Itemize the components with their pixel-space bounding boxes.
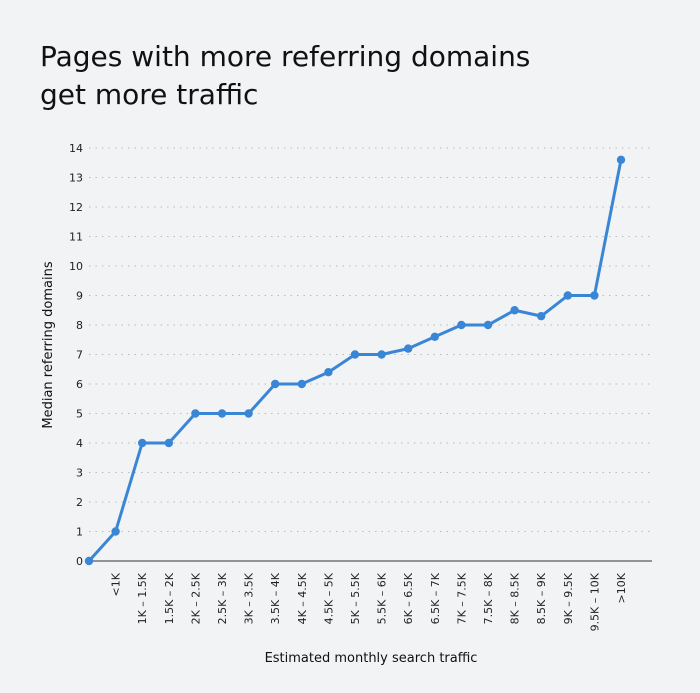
x-tick-label: <1K <box>110 572 123 596</box>
data-points <box>84 155 626 566</box>
y-tick-label: 14 <box>69 142 83 155</box>
y-tick-label: 5 <box>76 408 83 421</box>
data-point <box>404 344 413 353</box>
x-tick-label: 3.5K – 4K <box>269 572 282 624</box>
y-tick-label: 9 <box>76 290 83 303</box>
data-point <box>84 556 94 566</box>
y-tick-label: 11 <box>69 231 83 244</box>
x-tick-label: 1K – 1.5K <box>136 572 149 624</box>
data-point <box>164 438 173 448</box>
data-point <box>510 306 519 315</box>
x-axis-label: Estimated monthly search traffic <box>265 651 478 666</box>
data-point <box>138 438 147 448</box>
x-tick-label: 2.5K – 3K <box>216 572 229 624</box>
data-point <box>191 409 200 418</box>
data-point <box>271 379 280 389</box>
x-tick-label: 6.5K – 7K <box>429 572 442 624</box>
x-tick-label: 8K – 8.5K <box>509 572 522 624</box>
y-tick-label: 0 <box>76 555 83 568</box>
data-point <box>537 311 546 321</box>
y-tick-label: 8 <box>76 319 83 332</box>
x-tick-label: 9K – 9.5K <box>562 572 575 624</box>
series-line <box>87 159 623 563</box>
data-point <box>563 291 572 300</box>
data-point <box>457 320 466 330</box>
x-tick-label: 5K – 5.5K <box>349 572 362 624</box>
x-tick-label: >10K <box>615 572 628 603</box>
chart-title: Pages with more referring domains get mo… <box>40 38 660 114</box>
data-point <box>324 368 333 377</box>
x-tick-label: 4.5K – 5K <box>322 572 335 624</box>
y-tick-label: 6 <box>76 378 83 391</box>
chart-title-line-1: Pages with more referring domains <box>40 40 531 73</box>
y-tick-label: 4 <box>76 437 83 450</box>
x-tick-label: 5.5K – 6K <box>376 572 389 624</box>
x-tick-label: 4K – 4.5K <box>296 572 309 624</box>
data-point <box>244 409 253 418</box>
data-point <box>350 350 360 359</box>
chart-title-line-2: get more traffic <box>40 78 259 111</box>
data-point <box>111 527 120 536</box>
x-tick-label: 8.5K – 9K <box>535 572 548 624</box>
x-tick-label: 2K – 2.5K <box>189 572 202 624</box>
x-tick-label: 9.5K – 10K <box>588 572 601 631</box>
y-tick-label: 3 <box>76 467 83 480</box>
y-axis-label: Median referring domains <box>41 261 56 428</box>
y-tick-label: 2 <box>76 496 83 509</box>
data-point <box>590 291 599 300</box>
x-axis-ticks: <1K 1K – 1.5K 1.5K – 2K 2K – 2.5K 2.5K – 3K 3… <box>110 572 628 631</box>
x-tick-label: 7.5K – 8K <box>482 572 495 624</box>
y-tick-label: 7 <box>76 349 83 362</box>
gridlines <box>89 147 652 532</box>
data-point <box>297 379 306 389</box>
data-point <box>616 155 626 164</box>
y-tick-label: 1 <box>76 526 83 539</box>
x-tick-label: 6K – 6.5K <box>402 572 415 624</box>
data-point <box>430 332 439 341</box>
y-tick-label: 12 <box>69 201 83 214</box>
x-tick-label: 1.5K – 2K <box>163 572 176 624</box>
x-tick-label: 3K – 3.5K <box>243 572 256 624</box>
y-tick-label: 13 <box>69 172 83 185</box>
x-tick-label: 7K – 7.5K <box>455 572 468 624</box>
data-point <box>217 409 227 418</box>
y-tick-label: 10 <box>69 260 83 273</box>
data-point <box>377 350 386 359</box>
data-point <box>483 320 493 330</box>
